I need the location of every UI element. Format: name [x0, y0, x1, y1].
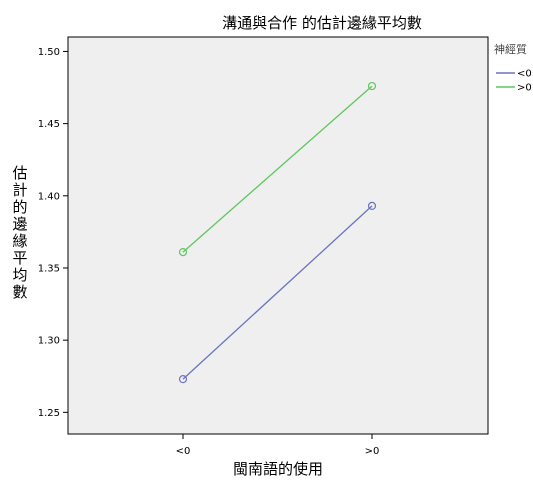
- legend: 神經質 <0>0: [494, 42, 532, 94]
- series-line: [182, 85, 373, 253]
- x-tick-label: >0: [365, 446, 380, 457]
- x-axis-label: 閩南語的使用: [233, 460, 323, 478]
- legend-label: >0: [517, 83, 532, 94]
- x-axis: <0 >0: [176, 434, 380, 457]
- y-tick-label: 1.45: [38, 119, 60, 130]
- y-tick-label: 1.40: [38, 191, 60, 202]
- series-layer: [178, 81, 377, 384]
- data-point: [367, 81, 377, 91]
- y-tick-label: 1.50: [38, 47, 60, 58]
- x-tick-label: <0: [176, 446, 191, 457]
- y-axis: 1.25 1.30 1.35 1.40 1.45 1.50: [38, 47, 68, 419]
- y-tick-label: 1.25: [38, 408, 60, 419]
- plot-area: [67, 36, 489, 435]
- data-point: [178, 375, 188, 384]
- chart-title: 溝通與合作 的估計邊緣平均數: [222, 14, 422, 32]
- legend-title: 神經質: [494, 42, 527, 56]
- y-tick-label: 1.35: [38, 263, 60, 274]
- legend-items: <0>0: [496, 69, 532, 94]
- data-point: [178, 248, 188, 257]
- series-line: [182, 205, 373, 380]
- data-point: [367, 201, 377, 211]
- y-tick-label: 1.30: [38, 336, 60, 347]
- y-axis-label: 估計的邊緣平均數: [12, 164, 27, 301]
- legend-label: <0: [517, 69, 532, 80]
